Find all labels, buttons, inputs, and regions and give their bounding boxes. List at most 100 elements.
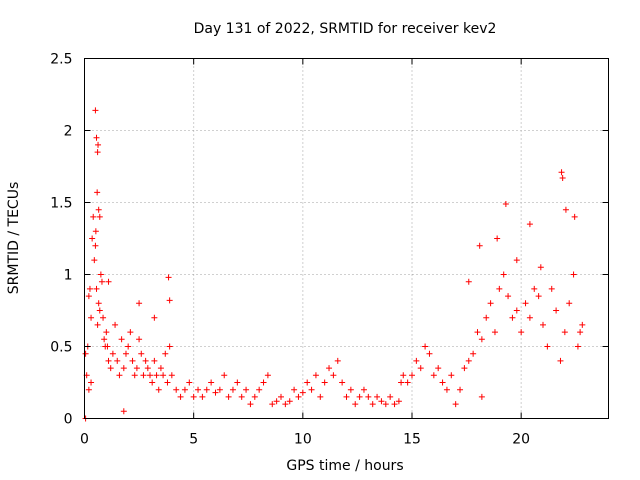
data-point [435, 365, 442, 372]
data-point [448, 372, 455, 379]
data-point [95, 300, 102, 307]
data-point [566, 300, 573, 307]
data-point [140, 372, 147, 379]
data-point [439, 379, 446, 386]
data-point [570, 271, 577, 278]
data-point [88, 379, 95, 386]
data-point [234, 379, 241, 386]
y-tick-label: 0 [64, 412, 73, 428]
data-point [537, 264, 544, 271]
data-point [526, 221, 533, 228]
data-point [94, 189, 101, 196]
x-tick-label: 20 [512, 432, 530, 448]
data-point [295, 393, 302, 400]
data-point [86, 285, 93, 292]
data-point [308, 386, 315, 393]
data-point [88, 314, 95, 321]
data-point [212, 389, 219, 396]
y-tick-label: 1 [64, 268, 73, 284]
data-point [400, 372, 407, 379]
data-point [118, 336, 125, 343]
data-point [225, 393, 232, 400]
data-point [535, 293, 542, 300]
data-point [105, 357, 112, 364]
data-point [195, 386, 202, 393]
data-point [291, 386, 298, 393]
data-point [82, 350, 89, 357]
data-point [352, 401, 359, 408]
data-point [149, 379, 156, 386]
data-point [286, 398, 293, 405]
data-point [153, 372, 160, 379]
x-tick-label: 10 [294, 432, 312, 448]
axis-ticks: 0 5 10 15 20 0 0.5 1 1.5 2 2.5 [50, 52, 609, 448]
data-point [278, 393, 284, 400]
data-point [494, 235, 501, 242]
data-point [173, 386, 180, 393]
data-point [94, 149, 101, 156]
data-point [502, 200, 509, 207]
data-point [577, 329, 584, 336]
data-point [365, 393, 372, 400]
data-point [398, 379, 405, 386]
data-point [133, 365, 140, 372]
data-point [264, 372, 271, 379]
data-point [181, 386, 188, 393]
data-point [269, 401, 276, 408]
data-point [562, 206, 569, 213]
data-point [177, 393, 184, 400]
data-point [136, 300, 143, 307]
data-point [378, 398, 385, 405]
data-point [443, 386, 450, 393]
data-point [247, 401, 254, 408]
data-point [339, 379, 346, 386]
data-point [500, 271, 507, 278]
data-point [238, 393, 245, 400]
data-point [96, 307, 103, 314]
data-point [92, 242, 99, 249]
data-point [509, 314, 516, 321]
data-point [127, 329, 134, 336]
data-point [208, 379, 215, 386]
data-point [347, 386, 354, 393]
data-point [304, 379, 311, 386]
data-point [548, 285, 555, 292]
data-point [112, 321, 119, 328]
data-point [243, 386, 250, 393]
y-tick-label: 1.5 [50, 196, 72, 212]
data-point [505, 293, 512, 300]
data-point [334, 357, 341, 364]
data-point [120, 365, 127, 372]
data-point [476, 242, 483, 249]
data-point [199, 393, 206, 400]
data-point [95, 206, 102, 213]
data-point [103, 329, 110, 336]
data-point [131, 372, 138, 379]
data-point [155, 386, 162, 393]
data-point [559, 175, 566, 182]
data-point [93, 134, 100, 141]
data-point [478, 336, 485, 343]
data-point [101, 336, 108, 343]
data-point [404, 379, 411, 386]
data-point [478, 393, 485, 400]
data-point [100, 314, 107, 321]
data-point [95, 141, 102, 148]
x-tick-label: 0 [80, 432, 89, 448]
data-point [409, 372, 415, 379]
data-point [360, 386, 367, 393]
data-point [312, 372, 319, 379]
data-point [157, 365, 164, 372]
data-point [91, 257, 98, 264]
data-point [526, 314, 533, 321]
data-point [395, 398, 402, 405]
data-point [465, 278, 472, 285]
data-point [382, 401, 389, 408]
data-point [142, 357, 149, 364]
data-point [417, 365, 424, 372]
data-point [85, 293, 92, 300]
y-axis-label: SRMTID / TECUs [6, 182, 22, 295]
data-point [97, 271, 104, 278]
data-point [387, 393, 394, 400]
data-point [85, 386, 92, 393]
